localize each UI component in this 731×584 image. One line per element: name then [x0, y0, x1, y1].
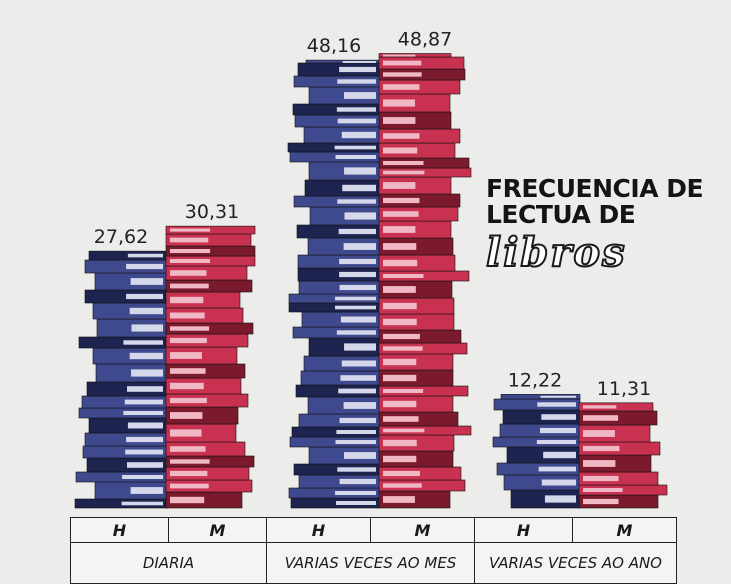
sex-label-h: H — [70, 517, 169, 543]
bar-h-0 — [74, 250, 168, 509]
bar-m-2 — [578, 402, 668, 509]
value-label: 30,31 — [185, 201, 239, 223]
sex-label-m: M — [370, 517, 475, 543]
category-table: H M H M H M DIARIA VARIAS VECES AO MES V… — [70, 517, 677, 584]
category-label-diaria: DIARIA — [70, 542, 267, 584]
bar-m-1 — [378, 53, 472, 509]
sex-label-m: M — [572, 517, 677, 543]
category-label-mes: VARIAS VECES AO MES — [266, 542, 475, 584]
sex-label-m: M — [168, 517, 267, 543]
value-label: 48,16 — [307, 35, 361, 57]
title-line-2: LECTUA DE — [486, 200, 636, 229]
bar-m-0 — [165, 225, 256, 509]
bar-h-2 — [492, 394, 581, 509]
title-line-1: FRECUENCIA DE — [486, 174, 704, 203]
category-label-ano: VARIAS VECES AO ANO — [474, 542, 677, 584]
value-label: 27,62 — [94, 226, 148, 248]
value-label: 11,31 — [597, 378, 651, 400]
bar-h-1 — [287, 59, 381, 509]
title-script-word: libros — [485, 229, 627, 277]
sex-label-h: H — [474, 517, 573, 543]
value-label: 12,22 — [508, 369, 562, 391]
sex-header-row: H M H M H M — [70, 517, 677, 543]
value-label: 48,87 — [398, 29, 452, 51]
sex-label-h: H — [266, 517, 371, 543]
chart-title: FRECUENCIA DE LECTUA DE libros — [485, 174, 726, 277]
category-row: DIARIA VARIAS VECES AO MES VARIAS VECES … — [70, 542, 677, 584]
